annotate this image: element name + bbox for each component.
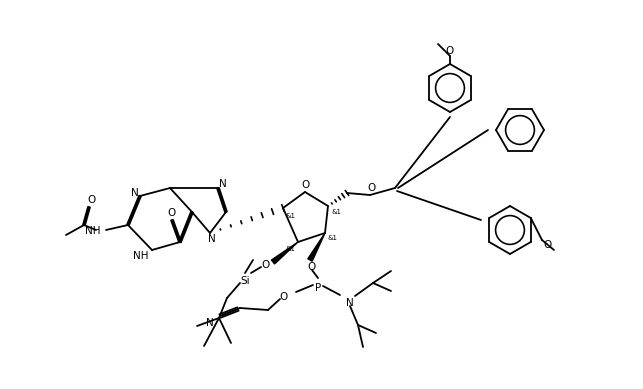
Text: N: N — [219, 179, 227, 189]
Text: &1: &1 — [286, 246, 296, 252]
Text: O: O — [446, 46, 454, 56]
Text: &1: &1 — [331, 209, 341, 215]
Text: P: P — [315, 283, 321, 293]
Text: NH: NH — [132, 251, 148, 261]
Polygon shape — [271, 242, 298, 264]
Text: O: O — [88, 195, 96, 205]
Text: O: O — [308, 262, 316, 272]
Text: O: O — [168, 208, 176, 218]
Text: &1: &1 — [328, 235, 338, 241]
Text: Si: Si — [240, 276, 250, 286]
Text: O: O — [543, 240, 551, 250]
Polygon shape — [308, 233, 325, 261]
Text: N: N — [208, 234, 216, 244]
Text: N: N — [206, 318, 214, 328]
Text: NH: NH — [84, 226, 100, 236]
Text: O: O — [280, 292, 288, 302]
Text: O: O — [261, 260, 269, 270]
Text: N: N — [346, 298, 354, 308]
Text: O: O — [302, 180, 310, 190]
Text: N: N — [131, 188, 139, 198]
Text: O: O — [367, 183, 375, 193]
Text: &1: &1 — [286, 213, 296, 219]
